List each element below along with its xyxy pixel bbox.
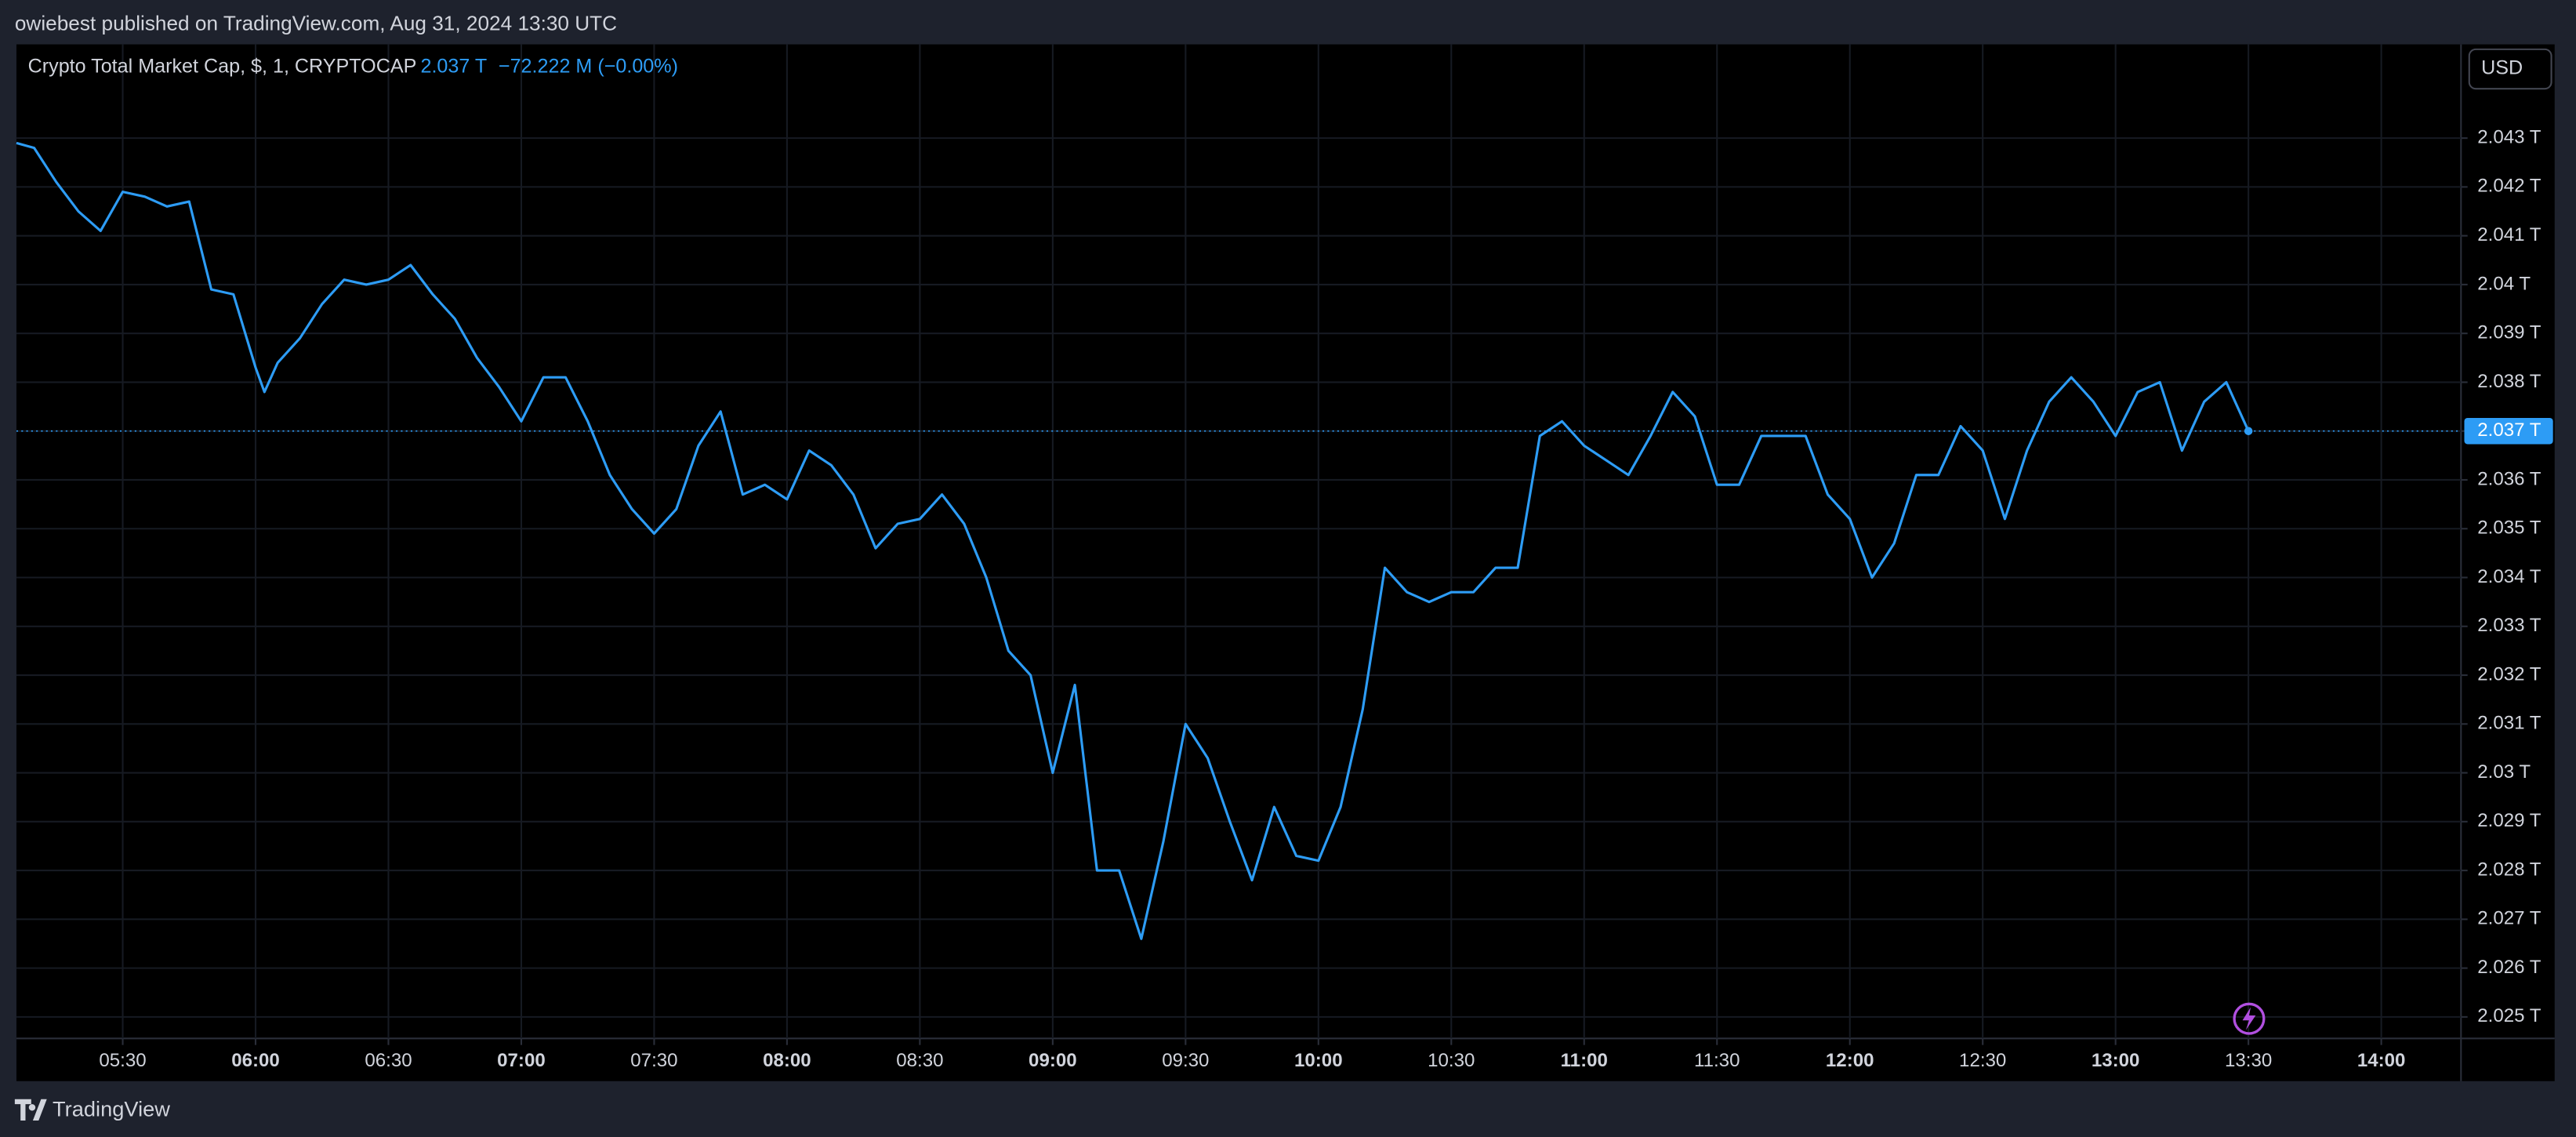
x-tick-label: 10:00 xyxy=(1294,1050,1343,1071)
y-tick-label: 2.041 T xyxy=(2477,224,2542,245)
event-icon-bolt xyxy=(2242,1007,2256,1030)
plot xyxy=(16,141,2462,940)
currency-label[interactable]: USD xyxy=(2481,57,2523,79)
legend-value: 2.037 T xyxy=(420,56,487,78)
event-icon[interactable] xyxy=(2233,1002,2266,1035)
price-line xyxy=(16,141,2250,940)
price-label: 2.037 T xyxy=(2477,420,2542,441)
y-tick-label: 2.034 T xyxy=(2477,566,2542,587)
footer-text: TradingView xyxy=(53,1097,170,1121)
chart-pane xyxy=(16,44,2555,1081)
y-tick-label: 2.035 T xyxy=(2477,518,2542,539)
x-tick-label: 09:00 xyxy=(1029,1050,1077,1071)
y-tick-label: 2.043 T xyxy=(2477,126,2542,147)
x-tick-label: 06:30 xyxy=(365,1050,412,1071)
x-tick-label: 12:30 xyxy=(1959,1050,2006,1071)
x-tick-label: 05:30 xyxy=(99,1050,146,1071)
price-label-box xyxy=(2464,417,2553,445)
legend-change: −72.222 M (−0.00%) xyxy=(499,56,678,78)
y-tick-label: 2.025 T xyxy=(2477,1005,2542,1026)
x-tick-label: 13:00 xyxy=(2092,1050,2140,1071)
last-point xyxy=(2244,427,2253,435)
y-tick-label: 2.036 T xyxy=(2477,468,2542,489)
header-text: owiebest published on TradingView.com, A… xyxy=(15,11,617,35)
axes: 2.025 T 2.026 T 2.027 T 2.028 T 2.029 T 2.03 … xyxy=(99,126,2553,1071)
y-tick-label: 2.039 T xyxy=(2477,322,2542,343)
y-tick-label: 2.031 T xyxy=(2477,713,2542,734)
x-tick-label: 08:00 xyxy=(763,1050,811,1071)
y-tick-label: 2.032 T xyxy=(2477,663,2542,685)
x-tick-label: 11:00 xyxy=(1561,1050,1608,1071)
x-tick-label: 09:30 xyxy=(1162,1050,1209,1071)
currency-button[interactable] xyxy=(2468,48,2552,90)
footer-logo xyxy=(14,1099,47,1121)
y-tick-label: 2.038 T xyxy=(2477,371,2542,392)
y-tick-label: 2.042 T xyxy=(2477,176,2542,197)
chart-title: Crypto Total Market Cap, $, 1, CRYPTOCAP xyxy=(28,56,417,78)
x-tick-label: 08:30 xyxy=(896,1050,943,1071)
x-tick-label: 14:00 xyxy=(2357,1050,2406,1071)
x-tick-label: 11:30 xyxy=(1694,1050,1740,1071)
y-tick-label: 2.04 T xyxy=(2477,273,2531,294)
x-tick-label: 12:00 xyxy=(1826,1050,1874,1071)
y-tick-label: 2.033 T xyxy=(2477,615,2542,636)
y-tick-label: 2.03 T xyxy=(2477,761,2531,783)
x-tick-label: 10:30 xyxy=(1428,1050,1475,1071)
x-tick-label: 13:30 xyxy=(2225,1050,2272,1071)
x-tick-label: 06:00 xyxy=(231,1050,280,1071)
y-tick-label: 2.027 T xyxy=(2477,908,2542,929)
y-tick-label: 2.029 T xyxy=(2477,810,2542,831)
x-tick-label: 07:30 xyxy=(630,1050,677,1071)
y-tick-label: 2.028 T xyxy=(2477,859,2542,880)
x-tick-label: 07:00 xyxy=(497,1050,546,1071)
y-tick-label: 2.026 T xyxy=(2477,957,2542,978)
